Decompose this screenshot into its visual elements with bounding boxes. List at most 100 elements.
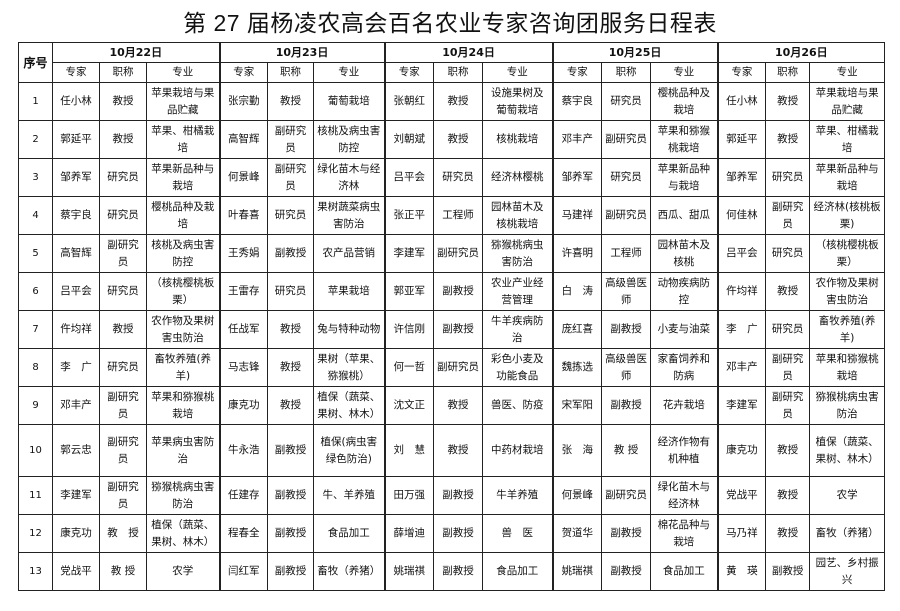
column-header-expert: 专家 [551,62,603,83]
column-header-specialty: 专业 [145,62,221,83]
expert-title: 研究员 [267,272,315,311]
expert-name: 任建存 [218,476,269,515]
expert-specialty: 苹果新品种与栽培 [650,158,719,197]
expert-specialty: 经济林(核桃板栗) [809,196,886,235]
expert-name: 蔡宇良 [52,196,100,235]
expert-title: 副研究员 [99,476,147,515]
expert-specialty: 果树蔬菜病虫害防治 [313,196,386,235]
header-row-days: 序号 10月22日 10月23日 10月24日 10月25日 10月26日 [18,42,886,83]
expert-title: 高级兽医师 [601,348,652,387]
expert-name: 何景峰 [551,476,603,515]
expert-name: 吕平会 [383,158,435,197]
column-header-day: 10月22日 [51,42,221,63]
expert-title: 高级兽医师 [601,272,652,311]
expert-specialty: 猕猴桃病虫害防治 [145,476,221,515]
expert-specialty: 绿化苗木与经济林 [313,158,386,197]
expert-specialty: 经济作物有机种植 [650,424,719,477]
table-row: 9 邓丰产 副研究员 苹果和猕猴桃栽培 康克功 教授 植保（蔬菜、果树、林木） 沈文正 教授 兽医… [18,386,886,425]
expert-title: 教授 [433,82,484,121]
expert-title: 副研究员 [267,120,315,159]
expert-name: 张朝红 [383,82,435,121]
expert-specialty: （核桃樱桃板栗） [145,272,221,311]
table-row: 2 郭延平 教授 苹果、柑橘栽培 高智辉 副研究员 核桃及病虫害防控 刘朝斌 教授 核桃栽培 邓丰产… [18,120,886,159]
expert-specialty: 园林苗木及核桃栽培 [482,196,554,235]
expert-name: 张 海 [551,424,603,477]
expert-title: 副教授 [433,310,484,349]
table-row: 1 任小林 教授 苹果栽培与果品贮藏 张宗勤 教授 葡萄栽培 张朝红 教授 设施果树及葡萄栽培 蔡宇… [18,82,886,121]
expert-name: 庞红喜 [551,310,603,349]
expert-specialty: 畜牧（养猪） [809,514,886,553]
expert-name: 许喜明 [551,234,603,273]
expert-title: 教授 [433,386,484,425]
expert-name: 王秀娟 [218,234,269,273]
row-number: 9 [18,386,53,425]
expert-name: 何景峰 [218,158,269,197]
expert-title: 研究员 [601,158,652,197]
expert-title: 教授 [765,272,811,311]
column-header-specialty: 专业 [482,62,554,83]
expert-specialty: 园林苗木及核桃 [650,234,719,273]
expert-specialty: 苹果和猕猴桃栽培 [809,348,886,387]
expert-title: 教授 [765,82,811,121]
expert-name: 李建军 [716,386,767,425]
expert-title: 研究员 [99,158,147,197]
column-header-expert: 专家 [218,62,269,83]
column-header-expert: 专家 [52,62,100,83]
expert-name: 王雷存 [218,272,269,311]
expert-specialty: 花卉栽培 [650,386,719,425]
column-header-title: 职称 [99,62,147,83]
expert-title: 教 授 [99,514,147,553]
page-title: 第 27 届杨凌农高会百名农业专家咨询团服务日程表 [183,10,717,36]
expert-specialty: 葡萄栽培 [313,82,386,121]
column-header-day: 10月25日 [551,42,719,63]
expert-name: 郭云忠 [52,424,100,477]
expert-name: 李 广 [52,348,100,387]
expert-title: 研究员 [765,158,811,197]
column-header-day: 10月23日 [218,42,386,63]
expert-title: 工程师 [601,234,652,273]
expert-specialty: 农学 [145,552,221,591]
expert-specialty: 牛、羊养殖 [313,476,386,515]
expert-specialty: 动物疾病防控 [650,272,719,311]
expert-specialty: 苹果、柑橘栽培 [809,120,886,159]
expert-specialty: 苹果、柑橘栽培 [145,120,221,159]
expert-specialty: 植保（蔬菜、果树、林木） [145,514,221,553]
expert-specialty: 农作物及果树害虫防治 [809,272,886,311]
expert-title: 副教授 [765,552,811,591]
expert-specialty: 中药材栽培 [482,424,554,477]
expert-title: 副教授 [267,476,315,515]
expert-specialty: 设施果树及葡萄栽培 [482,82,554,121]
expert-name: 何一哲 [383,348,435,387]
expert-specialty: 农作物及果树害虫防治 [145,310,221,349]
expert-specialty: 畜牧养殖(养羊) [809,310,886,349]
column-header-title: 职称 [765,62,811,83]
expert-name: 张正平 [383,196,435,235]
expert-specialty: 苹果病虫害防治 [145,424,221,477]
expert-name: 贺道华 [551,514,603,553]
expert-specialty: 经济林樱桃 [482,158,554,197]
expert-specialty: 牛羊疾病防治 [482,310,554,349]
expert-title: 教授 [433,120,484,159]
table-row: 11 李建军 副研究员 猕猴桃病虫害防治 任建存 副教授 牛、羊养殖 田万强 副教授 牛羊养殖 何景… [18,476,886,515]
expert-specialty: 樱桃品种及栽培 [650,82,719,121]
row-number: 2 [18,120,53,159]
expert-title: 副研究员 [765,348,811,387]
expert-title: 教授 [765,120,811,159]
expert-title: 副教授 [267,234,315,273]
table-row: 10 郭云忠 副研究员 苹果病虫害防治 牛永浩 副教授 植保(病虫害绿色防治) 刘 慧教授 中药… [18,424,886,477]
column-header-seq: 序号 [18,42,53,83]
expert-specialty: 樱桃品种及栽培 [145,196,221,235]
expert-title: 教授 [765,514,811,553]
column-header-title: 职称 [433,62,484,83]
expert-title: 副教授 [433,476,484,515]
expert-name: 马乃祥 [716,514,767,553]
expert-title: 副教授 [601,514,652,553]
expert-title: 教授 [99,120,147,159]
expert-name: 李建军 [383,234,435,273]
expert-title: 副研究员 [433,348,484,387]
expert-specialty: 家畜饲养和防病 [650,348,719,387]
column-header-specialty: 专业 [313,62,386,83]
expert-specialty: 畜牧养殖(养羊) [145,348,221,387]
expert-title: 研究员 [99,348,147,387]
expert-title: 研究员 [267,196,315,235]
